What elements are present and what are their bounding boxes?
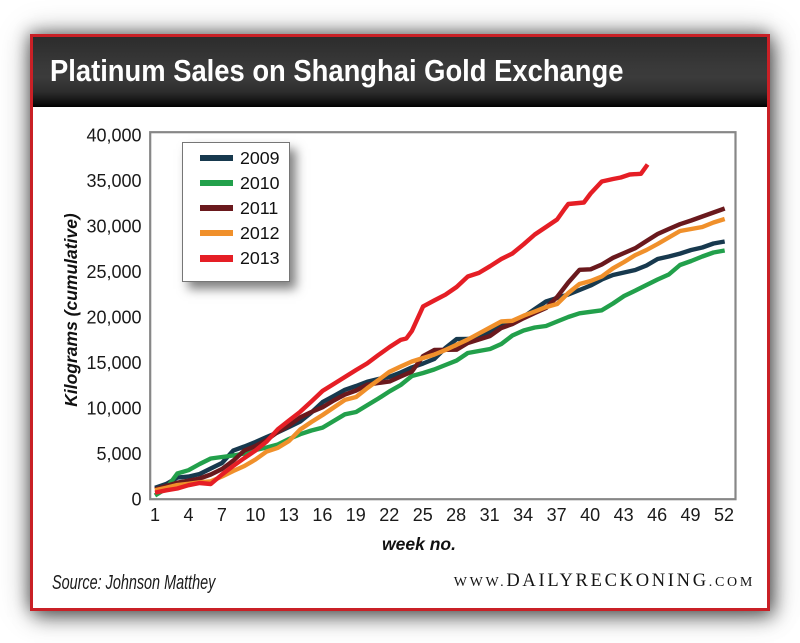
svg-text:34: 34: [513, 505, 533, 525]
svg-text:40: 40: [580, 505, 600, 525]
svg-text:43: 43: [614, 505, 634, 525]
svg-text:31: 31: [480, 505, 500, 525]
svg-text:1: 1: [150, 505, 160, 525]
svg-text:49: 49: [680, 505, 700, 525]
svg-text:10,000: 10,000: [86, 399, 141, 419]
svg-text:Kilograms (cumulative): Kilograms (cumulative): [61, 213, 81, 407]
svg-text:19: 19: [346, 505, 366, 525]
svg-text:46: 46: [647, 505, 667, 525]
svg-text:4: 4: [183, 505, 193, 525]
svg-text:40,000: 40,000: [86, 126, 141, 146]
svg-text:30,000: 30,000: [86, 217, 141, 237]
svg-text:0: 0: [131, 490, 141, 510]
svg-text:22: 22: [379, 505, 399, 525]
svg-text:15,000: 15,000: [86, 353, 141, 373]
svg-text:week no.: week no.: [382, 534, 456, 554]
svg-text:35,000: 35,000: [86, 171, 141, 191]
svg-text:10: 10: [245, 505, 265, 525]
svg-text:25: 25: [413, 505, 433, 525]
svg-text:37: 37: [547, 505, 567, 525]
svg-text:13: 13: [279, 505, 299, 525]
svg-text:25,000: 25,000: [86, 262, 141, 282]
svg-text:52: 52: [714, 505, 734, 525]
svg-text:20,000: 20,000: [86, 308, 141, 328]
svg-text:16: 16: [312, 505, 332, 525]
svg-text:5,000: 5,000: [96, 444, 141, 464]
svg-text:7: 7: [217, 505, 227, 525]
svg-text:28: 28: [446, 505, 466, 525]
